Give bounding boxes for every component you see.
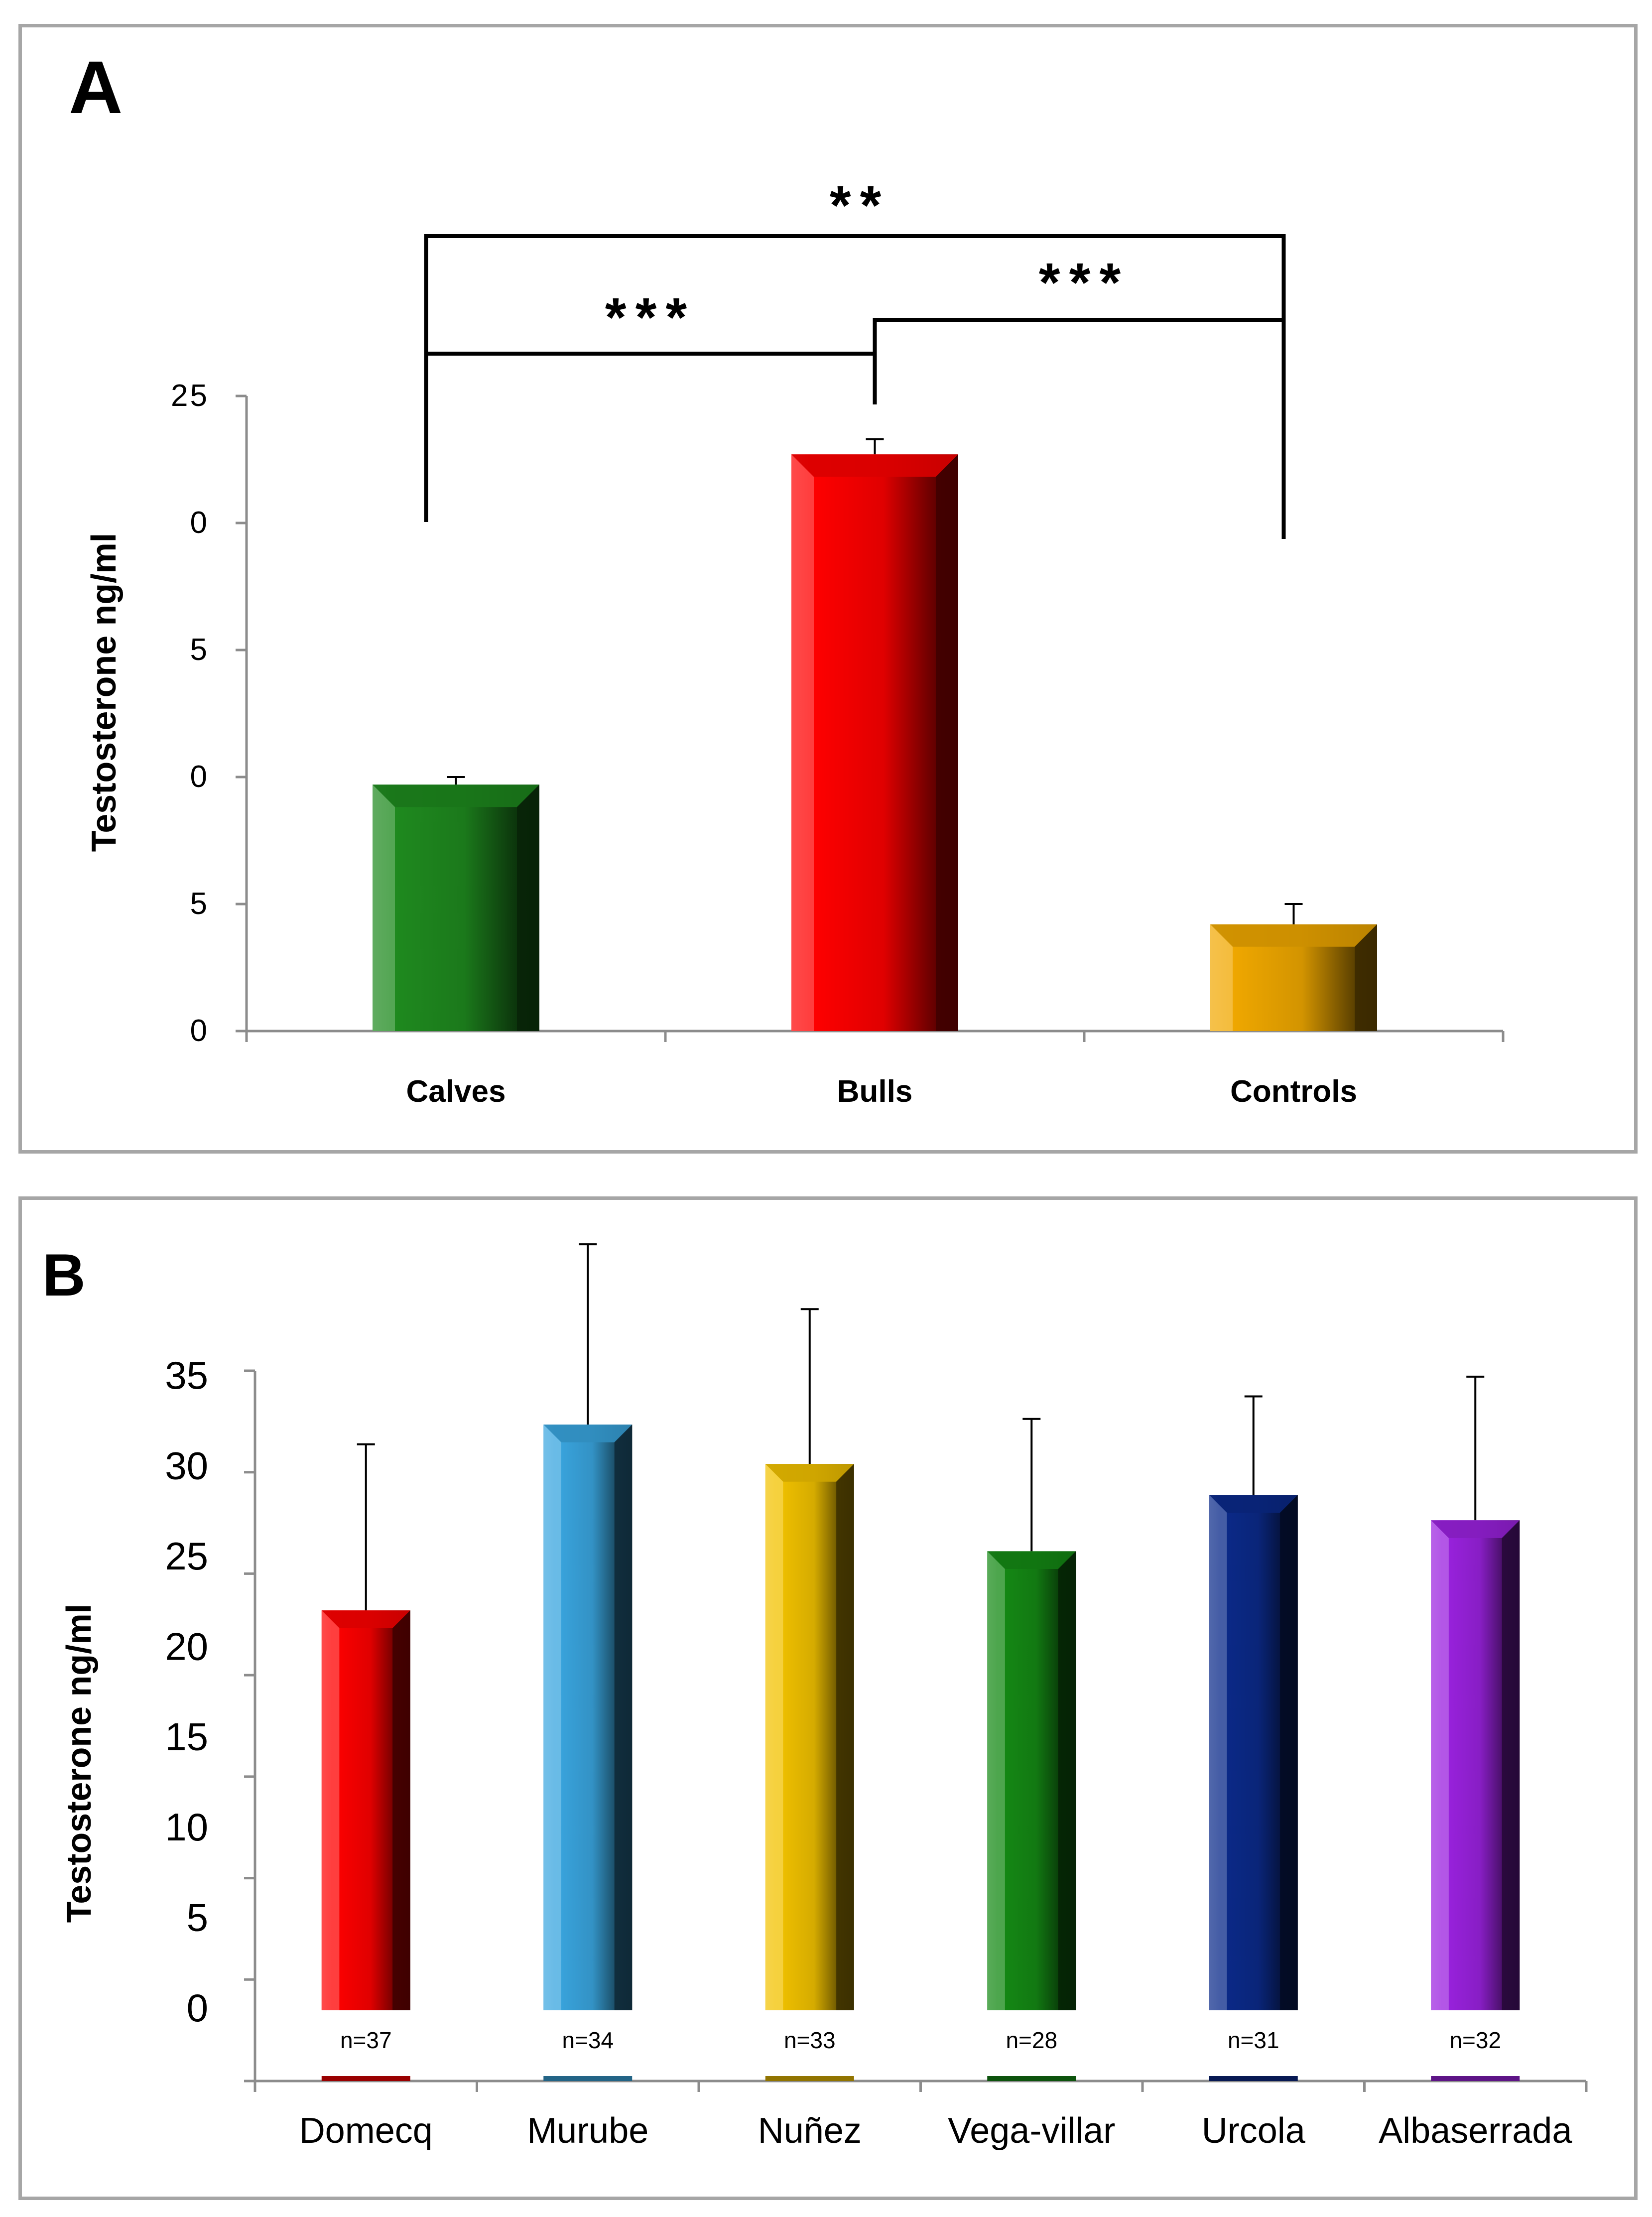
bar-base [543, 2076, 633, 2081]
bar-bulls [791, 454, 958, 1031]
bar-murube-bevel-right [614, 1425, 633, 2010]
x-tick-label: Bulls [837, 1074, 913, 1109]
y-tick-label: 5 [187, 1896, 208, 1940]
x-tick-label: Albaserrada [1379, 2111, 1572, 2151]
bar-albaserrada-bevel-right [1502, 1520, 1520, 2010]
bar-calves-bevel-top [373, 784, 539, 807]
y-tick-label: 0 [190, 1014, 209, 1048]
y-tick-label: 15 [165, 1715, 208, 1759]
bar-urcola-bevel-top [1209, 1495, 1298, 1513]
x-tick-label: Calves [406, 1074, 506, 1109]
bar-murube-bevel-left [543, 1425, 561, 2010]
bar-vegavillar-bevel-top [987, 1551, 1076, 1569]
bar-domecq-bevel-right [392, 1610, 410, 2010]
n-label: n=28 [1006, 2027, 1057, 2053]
significance-label: ** [830, 175, 890, 236]
y-tick-label: 30 [165, 1443, 208, 1487]
bar-nuez-bevel-right [836, 1464, 854, 2010]
n-label: n=37 [340, 2027, 392, 2053]
bar-calves [373, 784, 539, 1031]
chart-a: 25 0 5 0 5 0 Calves Bulls Controls Testosterone n… [84, 175, 1505, 1109]
bar-controls-bevel-left [1210, 924, 1233, 1031]
y-axis-label: Testosterone ng/ml [59, 1604, 98, 1923]
panel-a-label: A [69, 45, 123, 129]
bar-nuez-bevel-top [765, 1464, 854, 1482]
bar-bulls-bevel-top [791, 454, 958, 477]
n-label: n=31 [1228, 2027, 1279, 2053]
n-label: n=32 [1449, 2027, 1501, 2053]
y-tick-label: 5 [190, 887, 209, 921]
bar-base [987, 2076, 1076, 2081]
bar-base [1209, 2076, 1298, 2081]
y-tick-label: 0 [190, 760, 209, 794]
panel-b-label: B [42, 1242, 86, 1308]
bar-nuez-bevel-left [765, 1464, 783, 2010]
bar-base [321, 2076, 410, 2081]
y-tick-label: 20 [165, 1624, 208, 1668]
bar-controls-bevel-right [1355, 924, 1377, 1031]
bar-domecq-bevel-top [321, 1610, 410, 1628]
chart-b: 0 5 10 15 20 25 30 35 n=37 Domecq n=34 Murube n=33 Nu… [59, 1243, 1588, 2151]
y-tick-label: 5 [190, 633, 209, 667]
x-tick-label: Urcola [1202, 2111, 1306, 2151]
bar-albaserrada-bevel-top [1431, 1520, 1520, 1538]
bar-vegavillar-bevel-right [1058, 1551, 1076, 2010]
bar-murube-bevel-top [543, 1425, 633, 1442]
x-tick-label: Controls [1230, 1074, 1357, 1109]
bracket-bulls-controls [873, 318, 1284, 354]
bar-base [765, 2076, 854, 2081]
bar-bulls-bevel-right [936, 454, 958, 1031]
y-tick-label: 25 [171, 379, 209, 413]
bar-base [1431, 2076, 1520, 2081]
bar-albaserrada-bevel-left [1431, 1520, 1449, 2010]
y-tick-label: 10 [165, 1805, 208, 1849]
y-tick-label: 0 [190, 506, 209, 540]
bar-vegavillar-bevel-left [987, 1551, 1005, 2010]
y-tick-label: 0 [187, 1986, 208, 2030]
bar-calves-bevel-right [517, 784, 539, 1031]
bracket-calves-bulls [426, 352, 877, 404]
y-axis-label: Testosterone ng/ml [84, 533, 123, 852]
x-tick-label: Murube [527, 2111, 648, 2151]
y-tick-label: 25 [165, 1534, 208, 1578]
bar-bulls-bevel-left [791, 454, 814, 1031]
n-label: n=34 [562, 2027, 614, 2053]
bracket-calves-controls [424, 234, 1286, 539]
x-tick-label: Nuñez [758, 2111, 862, 2151]
significance-label: *** [1039, 252, 1130, 313]
x-tick-label: Domecq [299, 2111, 433, 2151]
n-label: n=33 [784, 2027, 836, 2053]
bar-urcola-bevel-right [1280, 1495, 1298, 2010]
bar-domecq-bevel-left [321, 1610, 340, 2010]
bar-calves-bevel-left [373, 784, 395, 1031]
y-tick-label: 35 [165, 1353, 208, 1397]
x-tick-label: Vega-villar [948, 2111, 1115, 2151]
bar-urcola-bevel-left [1209, 1495, 1227, 2010]
bar-controls-bevel-top [1210, 924, 1377, 947]
significance-label: *** [605, 287, 696, 348]
